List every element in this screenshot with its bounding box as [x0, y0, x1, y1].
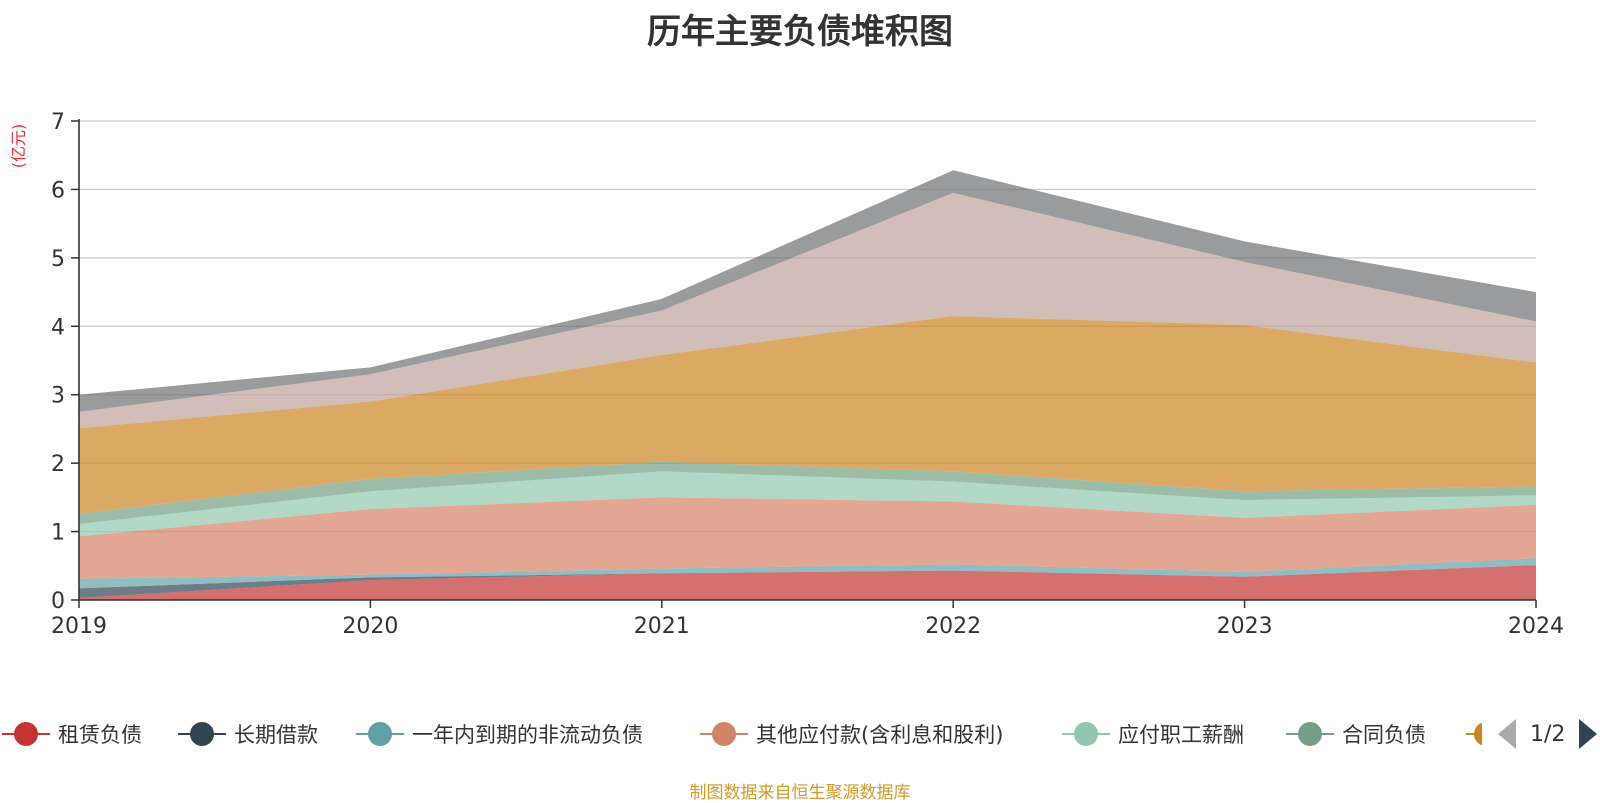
axes: 0 1 2 3 4 5 6 7 2019 2020 2021 2022 2023 2024 — [51, 110, 1564, 639]
y-tick-label: 0 — [51, 589, 65, 614]
y-tick-label: 3 — [51, 384, 65, 409]
y-tick-label: 2 — [51, 452, 65, 477]
legend-label: 长期借款 — [234, 723, 318, 747]
y-axis-unit-label: (亿元) — [9, 124, 28, 169]
legend-page-indicator: 1/2 — [1530, 721, 1566, 747]
legend-marker-icon — [1284, 716, 1336, 752]
legend-label: 其他应付款(含利息和股利) — [756, 723, 1004, 747]
area-series-8 — [79, 192, 1536, 429]
legend-marker-icon — [1060, 716, 1112, 752]
legend-next-page-icon[interactable] — [1579, 719, 1598, 749]
legend-marker-icon — [354, 716, 406, 752]
stacked-area-chart: 0 1 2 3 4 5 6 7 2019 2020 2021 2022 2023 2024 (亿元) — [9, 110, 1564, 639]
area-series-9 — [79, 170, 1536, 412]
area-series — [79, 170, 1536, 600]
area-series-4 — [79, 497, 1536, 579]
area-series-5 — [79, 471, 1536, 537]
area-series-6 — [79, 461, 1536, 525]
y-tick-label: 1 — [51, 521, 65, 546]
legend-label: 一年内到期的非流动负债 — [412, 723, 643, 747]
x-tick-label: 2024 — [1508, 614, 1564, 639]
legend-marker-icon — [0, 716, 52, 752]
legend-pager: 1/2 — [1498, 716, 1598, 752]
legend-item[interactable]: 其他应付款(含利息和股利) — [698, 716, 1003, 752]
y-tick-label: 6 — [51, 178, 65, 203]
legend-label: 租赁负债 — [58, 723, 142, 747]
legend-item[interactable]: 应付职工薪酬 — [1060, 716, 1244, 752]
data-source-note: 制图数据来自恒生聚源数据库 — [689, 783, 911, 803]
legend-label: 合同负债 — [1342, 723, 1426, 747]
area-series-1 — [79, 565, 1536, 600]
legend-label: 应付职工薪酬 — [1118, 723, 1244, 747]
x-tick-label: 2019 — [51, 614, 107, 639]
legend-marker-icon — [698, 716, 750, 752]
y-tick-label: 5 — [51, 247, 65, 272]
area-series-7 — [79, 316, 1536, 514]
legend-item[interactable]: 合同负债 — [1284, 716, 1426, 752]
legend-marker-icon — [176, 716, 228, 752]
legend-item[interactable]: 长期借款 — [176, 716, 318, 752]
legend-item[interactable]: 租赁负债 — [0, 716, 142, 752]
chart-legend: 租赁负债 长期借款 一年内到期的非流动负债 其他应付款(含利息和股利) 应付职工薪酬 合同… — [0, 716, 1600, 752]
x-tick-label: 2023 — [1217, 614, 1273, 639]
legend-item[interactable]: 一年内到期的非流动负债 — [354, 716, 643, 752]
legend-marker-icon — [1466, 722, 1482, 746]
chart-title: 历年主要负债堆积图 — [647, 12, 953, 52]
x-tick-label: 2022 — [925, 614, 981, 639]
y-tick-label: 7 — [51, 110, 65, 135]
x-tick-label: 2021 — [634, 614, 690, 639]
y-tick-label: 4 — [51, 315, 65, 340]
area-series-3 — [79, 558, 1536, 589]
x-tick-label: 2020 — [342, 614, 398, 639]
legend-prev-page-icon[interactable] — [1498, 719, 1516, 749]
